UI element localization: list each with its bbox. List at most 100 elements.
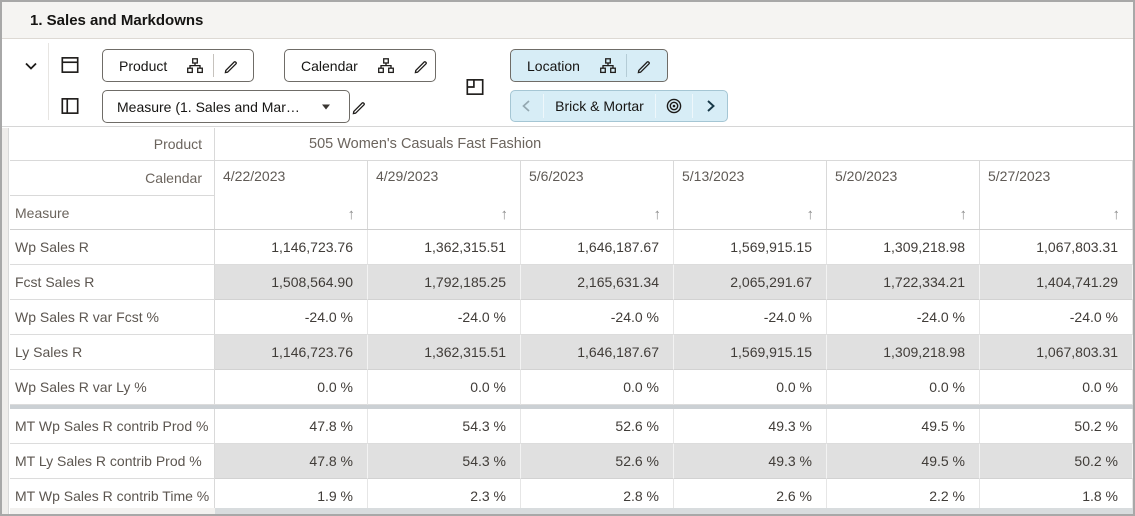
data-cell[interactable]: 0.0 % [674,370,827,405]
data-cell[interactable]: 54.3 % [368,444,521,479]
data-cell[interactable]: 52.6 % [521,444,674,479]
measure-dimension-label: Measure [10,196,215,229]
data-cell[interactable]: 1,569,915.15 [674,230,827,265]
rows-axis-icon [59,54,81,76]
data-cell[interactable]: 1,362,315.51 [368,230,521,265]
data-cell[interactable]: 2,065,291.67 [674,265,827,300]
measure-row-label[interactable]: Fcst Sales R [10,265,215,300]
measure-row-label[interactable]: Wp Sales R [10,230,215,265]
data-cell[interactable]: 0.0 % [215,370,368,405]
data-cell[interactable]: 50.2 % [980,409,1133,444]
column-header-date[interactable]: 5/20/2023 ↑ [827,161,980,229]
product-axis-tile[interactable]: Product [102,49,254,82]
sort-ascending-icon[interactable]: ↑ [1112,206,1121,223]
location-axis-tile[interactable]: Location [510,49,668,82]
pivot-toolbar: Product Calendar Measure (1. Sales and M… [2,39,1133,127]
data-cell[interactable]: 1,646,187.67 [521,230,674,265]
sort-ascending-icon[interactable]: ↑ [959,206,968,223]
slice-divider [692,94,693,118]
data-cell[interactable]: 52.6 % [521,409,674,444]
hierarchy-icon[interactable] [177,57,213,75]
data-cell[interactable]: 0.0 % [827,370,980,405]
hierarchy-icon[interactable] [590,57,626,75]
data-cell[interactable]: 0.0 % [368,370,521,405]
chevron-right-icon [701,97,719,115]
data-cell[interactable]: -24.0 % [521,300,674,335]
data-cell[interactable]: 49.3 % [674,444,827,479]
toolbar-divider [48,43,49,120]
sort-ascending-icon[interactable]: ↑ [806,206,815,223]
data-cell[interactable]: 54.3 % [368,409,521,444]
measure-tile-label: Measure (1. Sales and Mar… [117,98,300,115]
horizontal-scrollbar [10,508,1133,514]
data-cell[interactable]: -24.0 % [827,300,980,335]
location-tile-label: Location [527,57,580,74]
data-cell[interactable]: 0.0 % [980,370,1133,405]
measure-axis-tile[interactable]: Measure (1. Sales and Mar… [102,90,365,123]
data-cell[interactable]: -24.0 % [215,300,368,335]
collapse-toolbar-button[interactable] [18,53,44,79]
date-label: 5/20/2023 [835,168,898,184]
columns-axis-icon [59,95,81,117]
current-slice-label[interactable]: Brick & Mortar [555,98,644,114]
sort-ascending-icon[interactable]: ↑ [347,206,356,223]
product-member-header[interactable]: 505 Women's Casuals Fast Fashion [215,128,1133,161]
column-header-date[interactable]: 4/29/2023 ↑ [368,161,521,229]
data-cell[interactable]: 1,309,218.98 [827,230,980,265]
data-cell[interactable]: 47.8 % [215,444,368,479]
data-cell[interactable]: 1,508,564.90 [215,265,368,300]
data-cell[interactable]: 1,146,723.76 [215,230,368,265]
data-cell[interactable]: 1,722,334.21 [827,265,980,300]
data-cell[interactable]: -24.0 % [980,300,1133,335]
edit-pencil-icon[interactable] [404,57,440,75]
target-slice-button[interactable] [656,91,692,121]
measure-row-label[interactable]: MT Ly Sales R contrib Prod % [10,444,215,479]
data-cell[interactable]: 1,646,187.67 [521,335,674,370]
edit-pencil-icon[interactable] [342,98,378,116]
product-dimension-label: Product [10,128,215,161]
data-cell[interactable]: 49.5 % [827,444,980,479]
dropdown-caret-icon[interactable] [310,100,342,114]
data-cell[interactable]: 47.8 % [215,409,368,444]
page-axis-icon [464,76,486,98]
column-header-date[interactable]: 4/22/2023 ↑ [215,161,368,229]
measure-row-label[interactable]: Wp Sales R var Fcst % [10,300,215,335]
edit-pencil-icon[interactable] [214,57,250,75]
sort-ascending-icon[interactable]: ↑ [500,206,509,223]
calendar-axis-tile[interactable]: Calendar [284,49,436,82]
page-title: 1. Sales and Markdowns [30,11,204,29]
data-cell[interactable]: 1,569,915.15 [674,335,827,370]
measure-row-label[interactable]: Wp Sales R var Ly % [10,370,215,405]
data-cell[interactable]: 1,792,185.25 [368,265,521,300]
data-cell[interactable]: 49.3 % [674,409,827,444]
data-cell[interactable]: 50.2 % [980,444,1133,479]
slice-divider [655,94,656,118]
column-header-date[interactable]: 5/27/2023 ↑ [980,161,1133,229]
data-cell[interactable]: 1,404,741.29 [980,265,1133,300]
data-cell[interactable]: 49.5 % [827,409,980,444]
data-cell[interactable]: 0.0 % [521,370,674,405]
data-cell[interactable]: -24.0 % [368,300,521,335]
measure-row-label[interactable]: MT Wp Sales R contrib Prod % [10,409,215,444]
data-cell[interactable]: 1,362,315.51 [368,335,521,370]
data-cell[interactable]: 1,067,803.31 [980,335,1133,370]
calendar-dimension-label: Calendar [10,161,215,196]
data-cell[interactable]: 2,165,631.34 [521,265,674,300]
horizontal-scrollbar-thumb[interactable] [215,508,1133,514]
data-cell[interactable]: 1,067,803.31 [980,230,1133,265]
product-tile-label: Product [119,57,168,74]
data-cell[interactable]: 1,309,218.98 [827,335,980,370]
next-slice-button[interactable] [693,91,727,121]
data-cell[interactable]: 1,146,723.76 [215,335,368,370]
hierarchy-icon[interactable] [368,57,404,75]
data-cell[interactable]: -24.0 % [674,300,827,335]
row-selection-gutter [2,128,9,514]
previous-slice-button[interactable] [511,91,543,121]
measure-row-label[interactable]: Ly Sales R [10,335,215,370]
column-header-date[interactable]: 5/6/2023 ↑ [521,161,674,229]
sort-ascending-icon[interactable]: ↑ [653,206,662,223]
tile-divider [213,54,215,77]
column-header-date[interactable]: 5/13/2023 ↑ [674,161,827,229]
measure-group-separator [10,405,1133,409]
edit-pencil-icon[interactable] [627,57,663,75]
